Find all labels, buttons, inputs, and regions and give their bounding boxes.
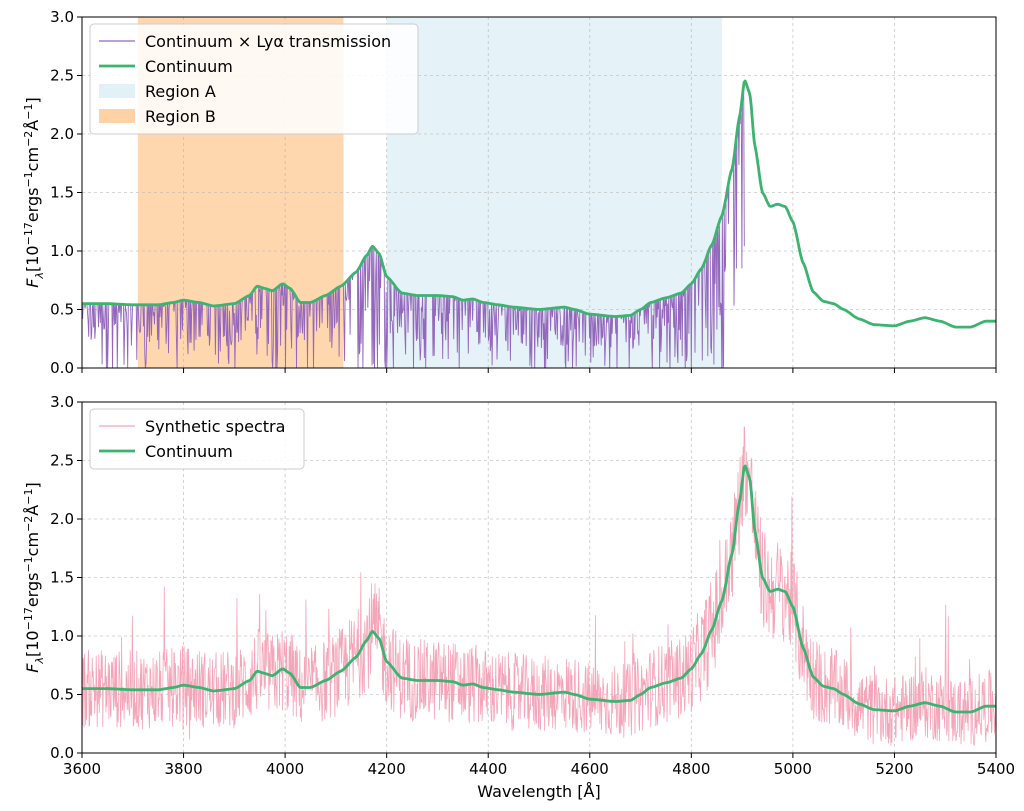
series-continuum-line [82, 464, 996, 714]
top-panel: 0.0 0.5 1.0 1.5 2.0 2.5 3.0 Fλ[10−17ergs−1cm−2Å… [22, 8, 997, 377]
legend-label: Synthetic spectra [145, 417, 285, 436]
y-tick-label: 2.0 [50, 510, 74, 528]
y-tick-label: 2.5 [50, 67, 74, 85]
y-tick-label: 0.0 [50, 744, 74, 762]
x-tick-label: 4800 [672, 760, 710, 778]
y-tick-label: 2.0 [50, 125, 74, 143]
legend-swatch-region-b [99, 109, 135, 123]
series-synthetic-spectra-line [82, 426, 996, 746]
x-tick-label: 4600 [571, 760, 609, 778]
y-tick-label: 0.5 [50, 686, 74, 704]
x-axis-label: Wavelength [Å] [477, 782, 600, 801]
legend: Continuum × Lyα transmission Continuum Reg… [89, 23, 419, 135]
legend-box [89, 23, 419, 135]
x-tick-label: 5200 [875, 760, 913, 778]
legend-swatch-region-a [99, 84, 135, 98]
y-tick-label: 1.0 [50, 627, 74, 645]
legend: Synthetic spectra Continuum [89, 408, 305, 470]
legend-label: Continuum [145, 442, 233, 461]
bottom-panel: 0.0 0.5 1.0 1.5 2.0 2.5 3.0 3600 3800 4000 4200 440… [22, 393, 1015, 778]
plot-area [82, 426, 996, 746]
y-tick-label: 0.0 [50, 359, 74, 377]
x-tick-label: 4200 [368, 760, 406, 778]
plot-area [82, 79, 996, 368]
x-tick-label: 5000 [774, 760, 812, 778]
y-tick-label: 2.5 [50, 452, 74, 470]
y-tick-label: 1.5 [50, 569, 74, 587]
x-tick-label: 3600 [63, 760, 101, 778]
x-tick-label: 5400 [977, 760, 1015, 778]
y-tick-label: 1.0 [50, 242, 74, 260]
series-continuum-line [82, 79, 996, 329]
y-tick-label: 0.5 [50, 301, 74, 319]
x-tick-label: 3800 [164, 760, 202, 778]
x-tick-label: 4000 [266, 760, 304, 778]
legend-label: Region A [145, 82, 216, 101]
y-tick-label: 3.0 [50, 8, 74, 26]
legend-label: Region B [145, 107, 216, 126]
y-axis-label: Fλ[10−17ergs−1cm−2Å−1] [22, 97, 46, 287]
y-tick-label: 1.5 [50, 184, 74, 202]
legend-box [89, 408, 305, 470]
legend-label: Continuum × Lyα transmission [145, 32, 391, 51]
y-tick-label: 3.0 [50, 393, 74, 411]
x-tick-label: 4400 [469, 760, 507, 778]
y-axis-label: Fλ[10−17ergs−1cm−2Å−1] [22, 482, 46, 672]
legend-label: Continuum [145, 57, 233, 76]
